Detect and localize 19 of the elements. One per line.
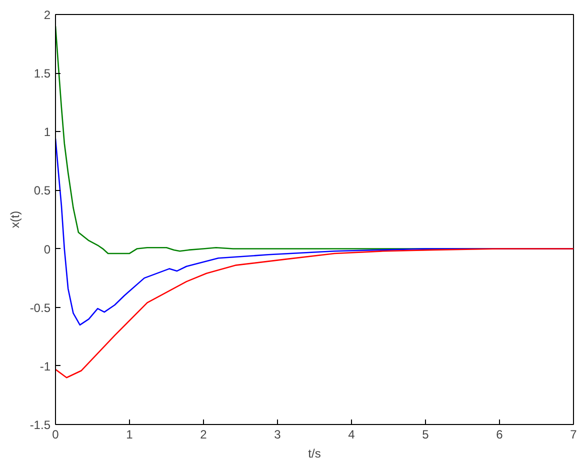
x-tick-label: 1 xyxy=(126,428,134,442)
x-tick-label: 5 xyxy=(422,428,430,442)
x-tick-label: 3 xyxy=(274,428,282,442)
x-tick-label: 0 xyxy=(52,428,60,442)
x-tick-label: 6 xyxy=(496,428,504,442)
x-tick-label: 7 xyxy=(570,428,578,442)
line-series xyxy=(56,248,574,378)
x-tick-label: 2 xyxy=(200,428,208,442)
y-axis-title: x(t) xyxy=(8,210,22,228)
y-tick-label: 1.5 xyxy=(34,66,51,81)
y-tick-label: -0.5 xyxy=(30,300,51,315)
y-tick-label: 0 xyxy=(44,242,51,256)
x-axis-title: t/s xyxy=(308,446,321,460)
y-tick-label: 2 xyxy=(44,8,51,22)
y-tick-label: 0.5 xyxy=(34,184,51,198)
x-tick-label: 4 xyxy=(348,428,356,442)
y-tick-label: -1.5 xyxy=(30,418,51,432)
y-tick-label: 1 xyxy=(44,125,51,140)
y-tick-label: -1 xyxy=(40,359,51,374)
